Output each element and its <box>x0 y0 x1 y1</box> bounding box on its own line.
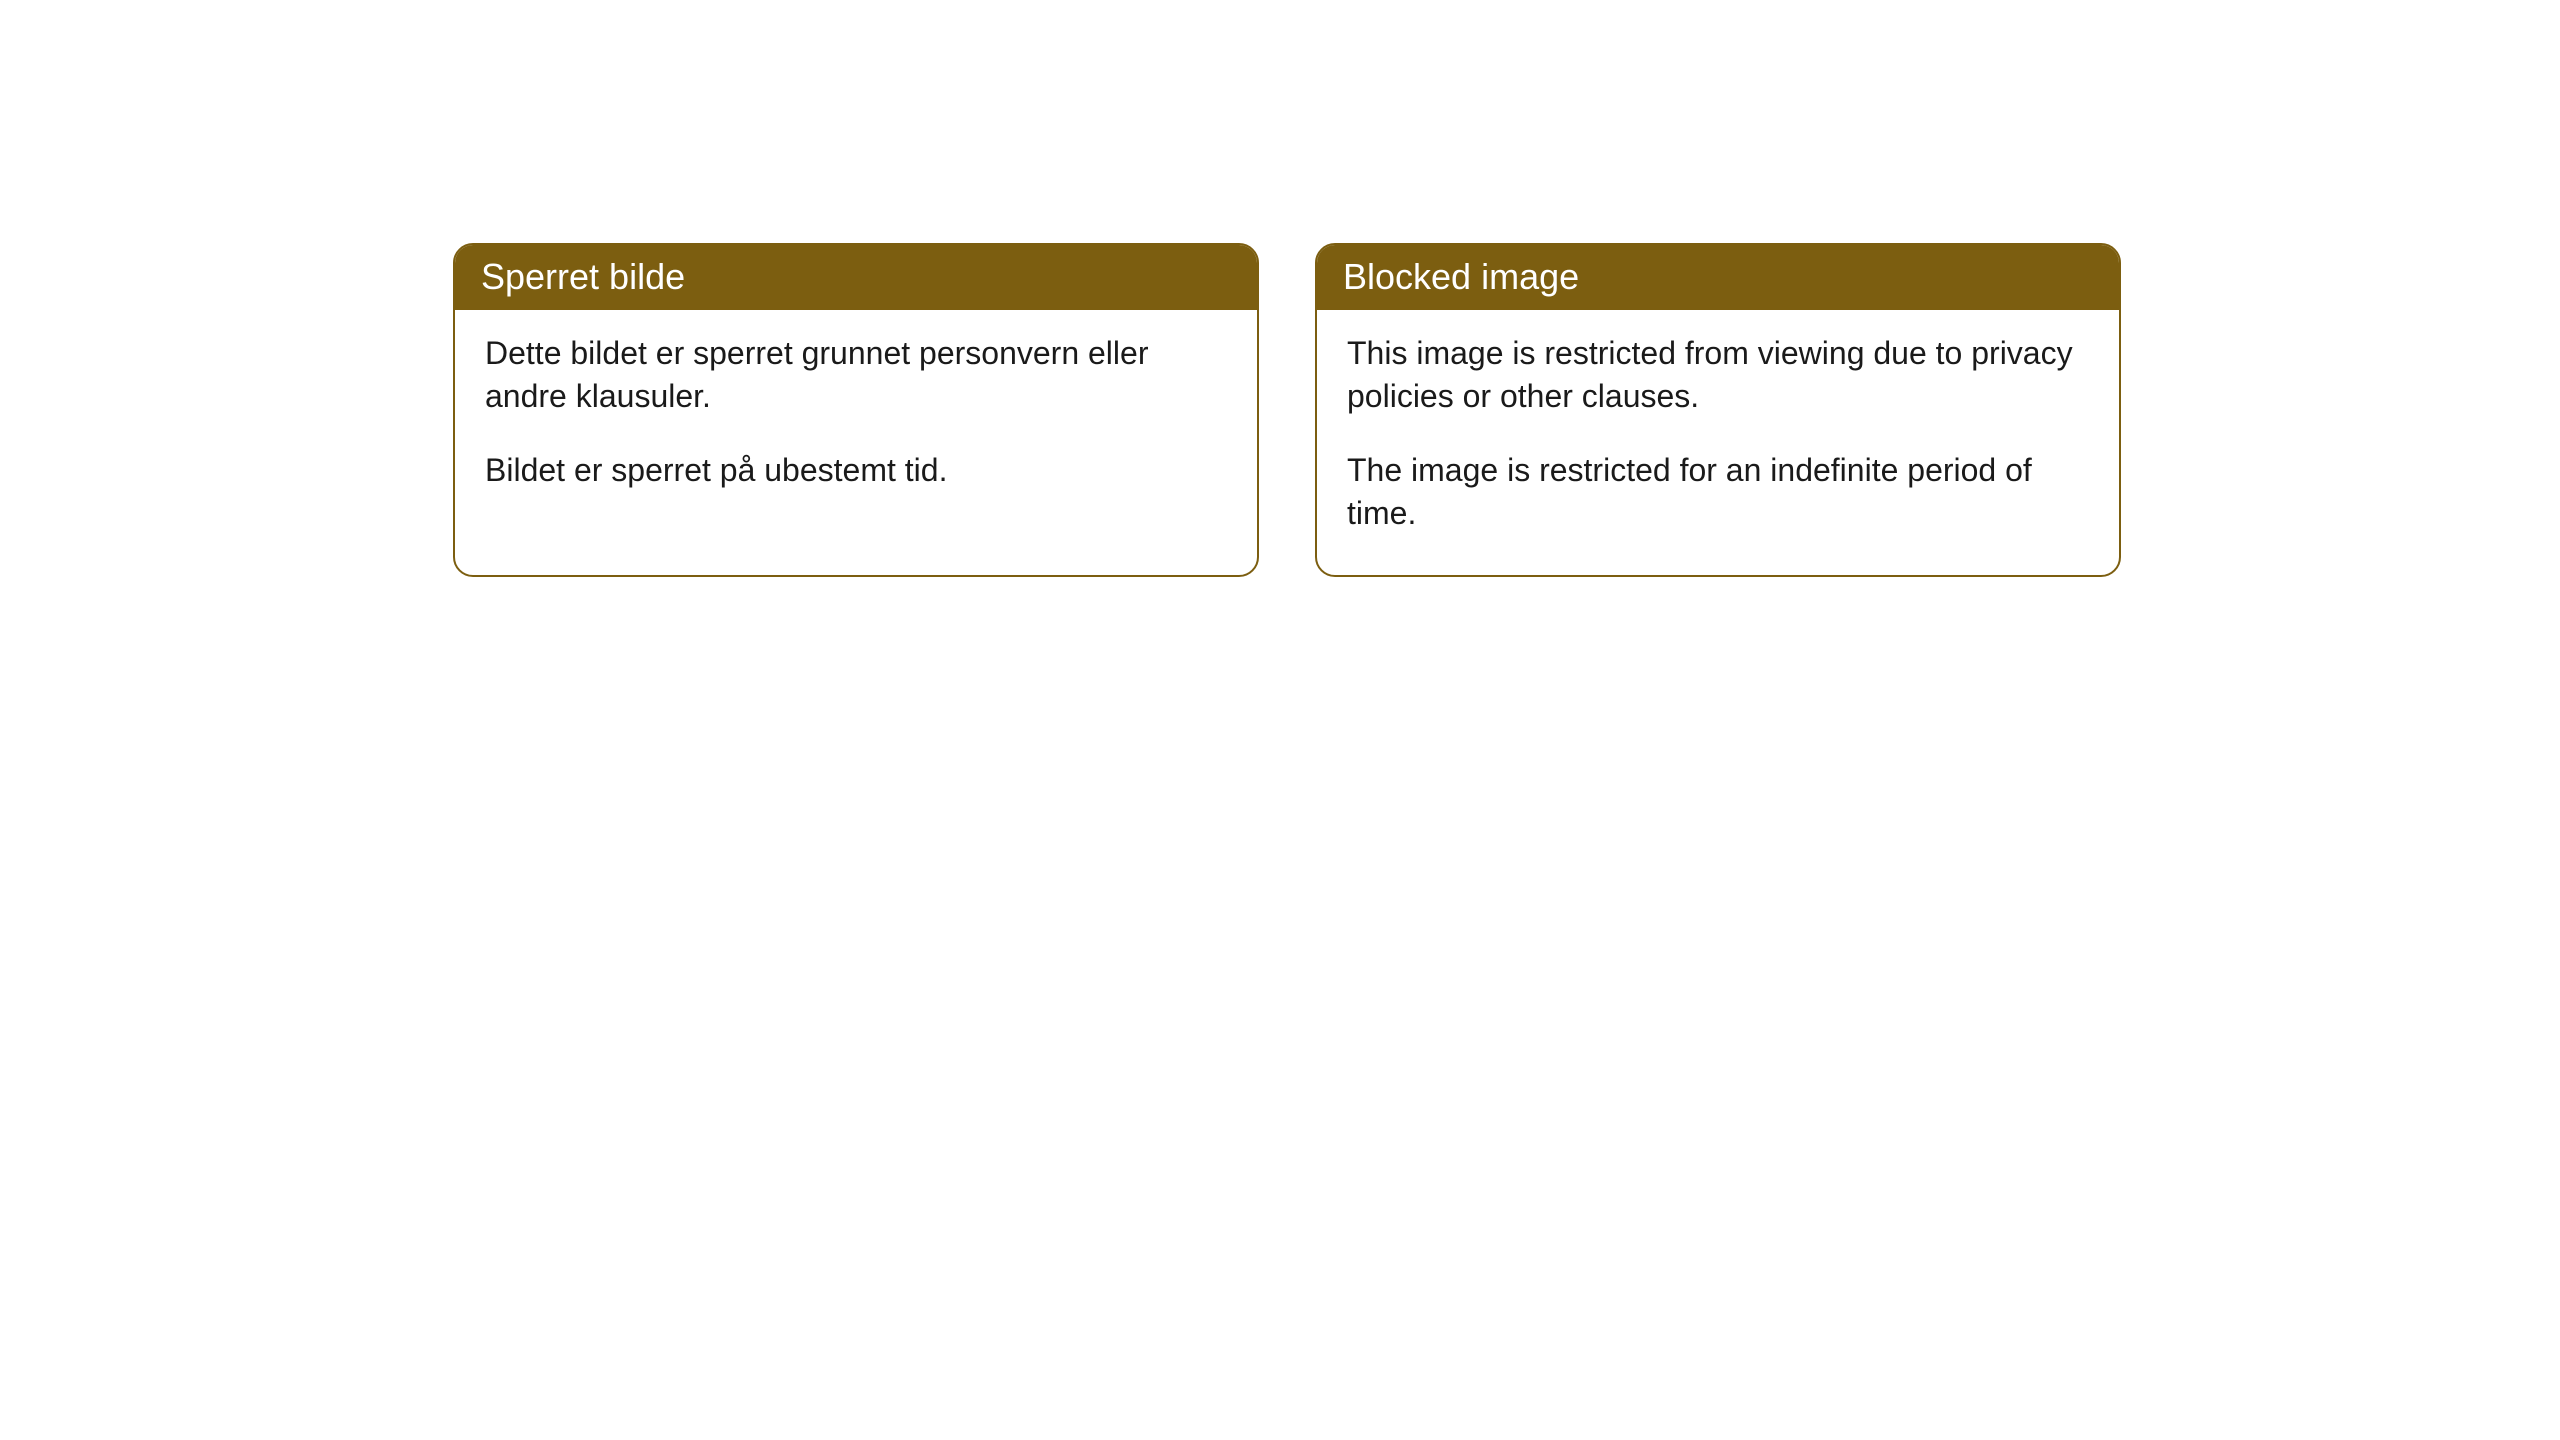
card-paragraph: Bildet er sperret på ubestemt tid. <box>485 449 1227 492</box>
card-header: Sperret bilde <box>455 245 1257 310</box>
card-paragraph: The image is restricted for an indefinit… <box>1347 449 2089 535</box>
card-body: Dette bildet er sperret grunnet personve… <box>455 310 1257 532</box>
card-title: Blocked image <box>1343 256 1579 297</box>
card-title: Sperret bilde <box>481 256 685 297</box>
notice-card-norwegian: Sperret bilde Dette bildet er sperret gr… <box>453 243 1259 577</box>
card-paragraph: Dette bildet er sperret grunnet personve… <box>485 332 1227 418</box>
notice-card-english: Blocked image This image is restricted f… <box>1315 243 2121 577</box>
card-header: Blocked image <box>1317 245 2119 310</box>
card-paragraph: This image is restricted from viewing du… <box>1347 332 2089 418</box>
card-body: This image is restricted from viewing du… <box>1317 310 2119 575</box>
notice-container: Sperret bilde Dette bildet er sperret gr… <box>453 243 2121 577</box>
